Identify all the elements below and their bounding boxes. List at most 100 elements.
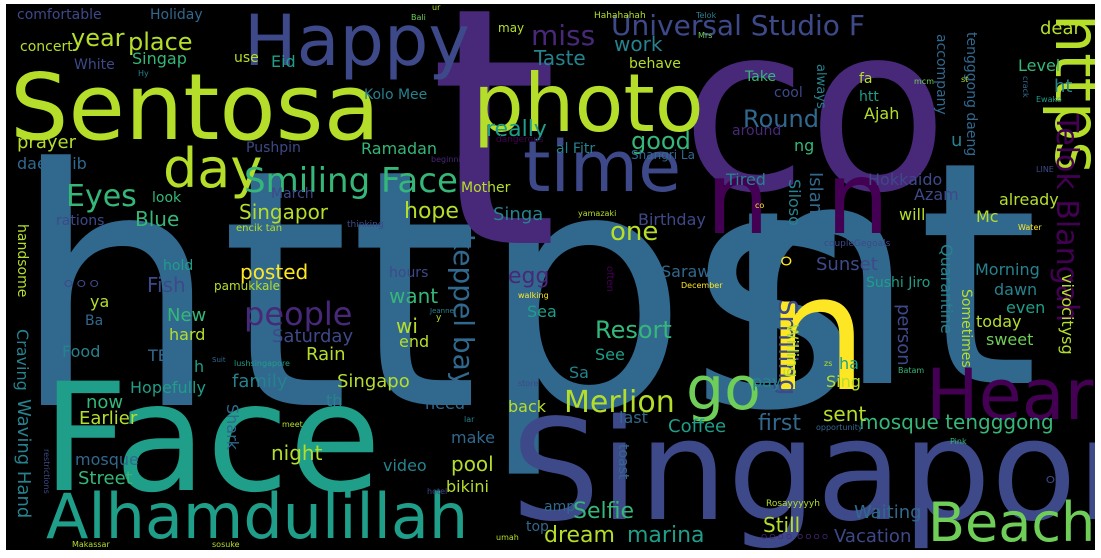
word-earlier: Earlier xyxy=(79,408,138,429)
word-kolo-mee: Kolo Mee xyxy=(364,87,428,103)
word-singap: Singap xyxy=(132,49,187,68)
word-hokkaido: Hokkaido xyxy=(868,170,943,189)
word-egg: egg xyxy=(508,264,550,289)
word-jeanne: Jeanne xyxy=(430,307,454,315)
word-make: make xyxy=(451,428,495,447)
word-beginning: beginning xyxy=(431,155,471,164)
word-craving: Craving xyxy=(13,329,32,391)
word-wi: wi xyxy=(396,314,418,338)
word-street: Street xyxy=(78,468,133,489)
word-cloud: https co t nt n Sentosa Face Singapore p… xyxy=(6,4,1095,550)
word-now: now xyxy=(86,392,124,413)
word-sea: Sea xyxy=(527,302,557,321)
word-suit: Suit xyxy=(212,356,226,364)
word-daeng-ib: daeng ib xyxy=(17,154,87,173)
word-nt: nt xyxy=(721,96,1040,457)
word-ya: ya xyxy=(90,292,110,311)
word-always: always xyxy=(813,64,828,109)
word-ramadan: Ramadan xyxy=(361,139,438,158)
word-h: h xyxy=(194,357,205,376)
word-waving-hand: Waving Hand xyxy=(13,399,34,519)
word-umah: umah xyxy=(496,533,519,542)
word-waiting: Waiting xyxy=(854,502,922,523)
word-night: night xyxy=(271,441,323,465)
word-batam: Batam xyxy=(898,366,925,375)
word-morning: Morning xyxy=(975,260,1040,279)
word-tear: TEAR xyxy=(148,346,190,365)
word-really: really xyxy=(486,117,547,142)
word-sarawak: Sarawak xyxy=(661,262,730,281)
word-co-small: co xyxy=(755,201,765,210)
word-pool: pool xyxy=(451,452,494,476)
word-new: New xyxy=(167,305,207,326)
word-posted: posted xyxy=(240,260,309,284)
word-water: Water xyxy=(1018,223,1042,232)
word-last: last xyxy=(619,408,648,427)
word-often: often xyxy=(604,266,615,292)
word-birthday: Birthday xyxy=(638,210,706,229)
word-will: will xyxy=(899,205,926,224)
word-vivocitysg: vivocitysg xyxy=(1058,274,1077,355)
word-hangul-pair: ㅇㅇ xyxy=(1044,473,1070,489)
word-willing: Willing xyxy=(783,324,802,378)
word-walking: walking xyxy=(518,291,549,300)
word-lar: lar xyxy=(464,415,475,424)
word-makassar: Makassar xyxy=(72,540,110,549)
word-bali: Bali xyxy=(411,13,426,22)
word-mosque: mosque xyxy=(75,450,139,469)
word-smiling-face: Smiling Face xyxy=(244,161,458,201)
word-sa: Sa xyxy=(569,363,589,382)
word-telok: Telok xyxy=(696,11,717,20)
word-ajah: Ajah xyxy=(864,104,900,123)
word-december: December xyxy=(681,281,723,290)
word-end: end xyxy=(399,332,430,351)
word-shark: Shark xyxy=(223,404,242,450)
word-hopefully: Hopefully xyxy=(130,378,206,397)
word-sunset: Sunset xyxy=(816,254,878,275)
word-encik-tan: encik tan xyxy=(236,223,283,234)
word-co: co xyxy=(681,4,949,244)
word-vacation: Vacation xyxy=(834,526,912,547)
word-dream: dream xyxy=(544,523,615,548)
word-siloso: Siloso xyxy=(785,179,804,226)
word-mrs: Mrs xyxy=(698,31,713,40)
word-person: person xyxy=(893,304,914,366)
word-store: store xyxy=(518,379,539,388)
word-march: March xyxy=(271,186,314,202)
word-concert: concert xyxy=(20,39,73,55)
word-t-large: t xyxy=(429,4,559,321)
word-first: first xyxy=(758,411,801,436)
word-ht: ht xyxy=(1054,76,1073,97)
word-hope: hope xyxy=(404,199,459,224)
word-marina: marina xyxy=(627,523,705,548)
word-hy: Hy xyxy=(138,69,149,78)
word-couplegegoals: coupleGegoals xyxy=(824,239,891,249)
word-need: need xyxy=(425,394,465,413)
word-use: use xyxy=(234,50,259,66)
word-y: y xyxy=(436,313,442,323)
word-selfie: Selfie xyxy=(573,499,635,524)
word-rosayyyyyh: Rosayyyyyh xyxy=(766,499,820,509)
word-mc: Mc xyxy=(976,207,999,226)
word-already: already xyxy=(999,190,1059,209)
word-ha: ha xyxy=(839,354,859,373)
word-go: go xyxy=(686,354,761,424)
word-bikini: bikini xyxy=(446,477,489,496)
word-hangul-single: ㅇ xyxy=(778,252,795,273)
word-hangul-triple: ㅇㅇㅇ xyxy=(62,277,101,293)
word-heart: Heart xyxy=(926,354,1095,436)
word-taste: Taste xyxy=(534,46,586,70)
word-dawn: dawn xyxy=(994,280,1038,299)
word-mother: Mother xyxy=(461,180,511,196)
word-island: Island xyxy=(805,172,826,226)
word-around: around xyxy=(732,123,782,139)
word-look: look xyxy=(152,190,182,206)
word-hard: hard xyxy=(169,325,206,344)
word-sosuke: sosuke xyxy=(212,540,240,549)
word-holiday: Holiday xyxy=(150,7,203,23)
word-back: back xyxy=(508,397,547,416)
word-singa: Singa xyxy=(493,204,544,225)
word-rain: Rain xyxy=(306,344,346,365)
word-ewako: Ewako xyxy=(1036,95,1062,104)
word-thinking: thinking xyxy=(347,220,384,230)
